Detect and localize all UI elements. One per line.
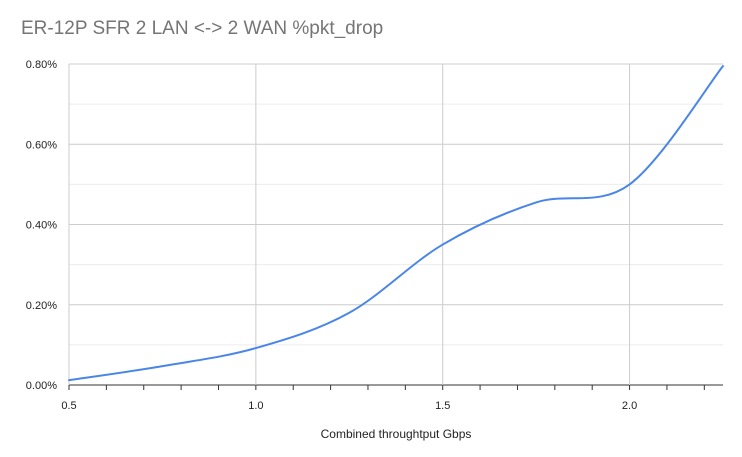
series-lines [68,65,724,382]
y-tick-labels: 0.00% 0.20% 0.40% 0.60% 0.80% [26,59,57,392]
x-tick-labels: 0.5 1.0 1.5 2.0 [61,400,637,412]
chart-title: ER-12P SFR 2 LAN <-> 2 WAN %pkt_drop [21,18,384,39]
x-minor-ticks [68,385,705,390]
grid-lines [68,63,723,386]
x-tick-label: 0.5 [61,400,76,412]
y-tick-label: 0.00% [26,380,57,392]
series-line [68,65,724,382]
x-tick-label: 1.0 [248,400,263,412]
x-tick-label: 2.0 [622,400,637,412]
y-tick-label: 0.60% [26,139,57,151]
y-tick-label: 0.80% [26,59,57,71]
x-axis-label: Combined throughtput Gbps [321,427,472,441]
y-tick-label: 0.40% [26,220,57,232]
y-tick-label: 0.20% [26,300,57,312]
x-tick-label: 1.5 [435,400,450,412]
